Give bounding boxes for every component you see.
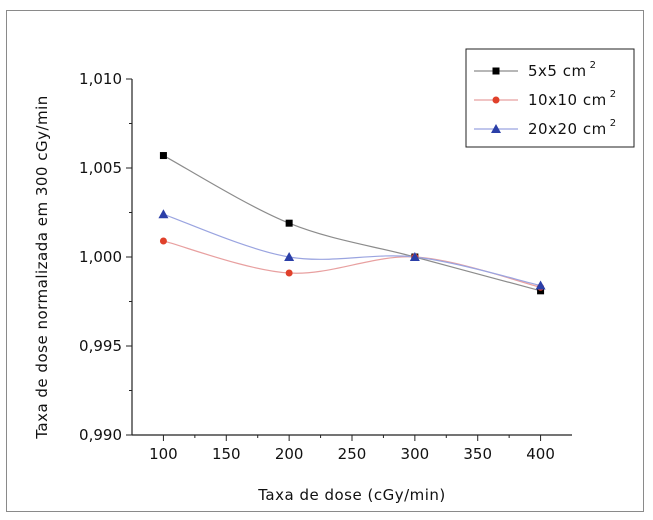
x-tick-label: 400 bbox=[526, 445, 555, 463]
x-tick-label: 200 bbox=[275, 445, 304, 463]
series-line-0 bbox=[163, 155, 541, 292]
data-point-series-2 bbox=[535, 280, 546, 290]
y-tick-label: 1,010 bbox=[79, 70, 122, 88]
x-tick-label: 350 bbox=[463, 445, 492, 463]
data-point-series-1 bbox=[159, 237, 167, 245]
x-tick-label: 250 bbox=[338, 445, 367, 463]
y-tick-label: 0,995 bbox=[79, 337, 122, 355]
y-tick-label: 1,000 bbox=[79, 248, 122, 266]
x-tick-label: 150 bbox=[212, 445, 241, 463]
series-line-1 bbox=[163, 240, 541, 288]
data-point-series-2 bbox=[409, 252, 420, 261]
legend-label-2: 20x20 cm bbox=[528, 120, 607, 138]
chart-frame: 100 150 200 250 300 350 400 0,990 0,995 1,000 1,00… bbox=[6, 10, 644, 512]
data-point-series-0 bbox=[285, 219, 293, 227]
legend-marker-0 bbox=[492, 67, 500, 75]
legend-marker-2 bbox=[491, 124, 501, 133]
data-point-series-1 bbox=[285, 269, 293, 277]
x-axis-title: Taxa de dose (cGy/min) bbox=[257, 486, 446, 504]
legend-label-superscript-2: 2 bbox=[610, 118, 616, 129]
data-point-series-2 bbox=[158, 209, 169, 219]
data-point-series-0 bbox=[537, 287, 545, 295]
chart-svg: 100 150 200 250 300 350 400 0,990 0,995 1,000 1,00… bbox=[33, 48, 635, 504]
data-point-series-0 bbox=[159, 152, 167, 160]
y-tick-label: 0,990 bbox=[79, 426, 122, 444]
series-line-2 bbox=[163, 213, 541, 287]
x-tick-label: 100 bbox=[149, 445, 178, 463]
x-tick-label: 300 bbox=[401, 445, 430, 463]
y-tick-label: 1,005 bbox=[79, 159, 122, 177]
legend-label-1: 10x10 cm bbox=[528, 91, 607, 109]
data-point-series-2 bbox=[284, 252, 295, 261]
legend-label-superscript-0: 2 bbox=[590, 60, 596, 71]
legend-label-0: 5x5 cm bbox=[528, 62, 587, 80]
legend-marker-1 bbox=[492, 96, 500, 104]
y-axis-title: Taxa de dose normalizada em 300 cGy/min bbox=[33, 95, 51, 440]
legend-label-superscript-1: 2 bbox=[610, 89, 616, 100]
